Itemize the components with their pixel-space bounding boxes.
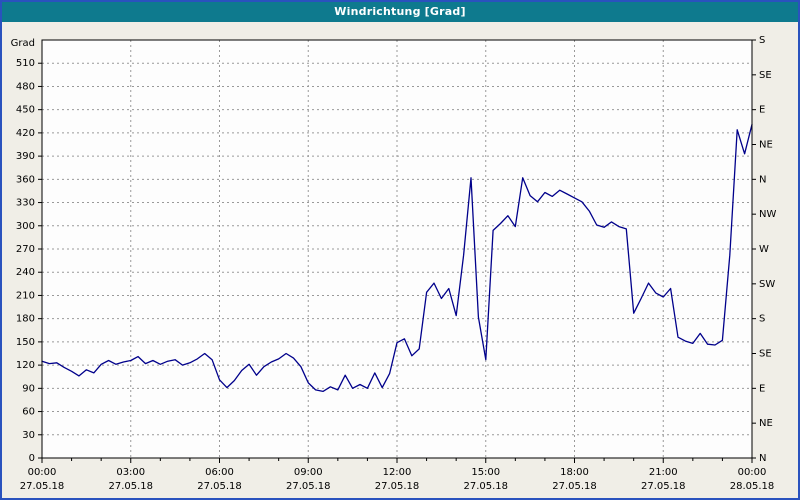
svg-text:360: 360 <box>16 174 35 185</box>
svg-text:330: 330 <box>16 198 35 209</box>
svg-text:28.05.18: 28.05.18 <box>730 481 775 492</box>
svg-text:27.05.18: 27.05.18 <box>552 481 597 492</box>
svg-text:90: 90 <box>22 383 35 394</box>
svg-text:27.05.18: 27.05.18 <box>463 481 508 492</box>
svg-text:27.05.18: 27.05.18 <box>108 481 153 492</box>
svg-text:09:00: 09:00 <box>294 467 323 478</box>
svg-text:480: 480 <box>16 81 35 92</box>
chart-area: 0 30 60 90 120 150 180 210 240 270 300 330 360 390 420… <box>2 22 798 498</box>
svg-text:510: 510 <box>16 58 35 69</box>
svg-text:NE: NE <box>759 418 773 429</box>
svg-text:03:00: 03:00 <box>116 467 145 478</box>
window-title: Windrichtung [Grad] <box>334 5 466 18</box>
svg-text:S: S <box>759 35 765 46</box>
svg-text:S: S <box>759 314 765 325</box>
svg-text:450: 450 <box>16 105 35 116</box>
svg-text:06:00: 06:00 <box>205 467 234 478</box>
svg-text:300: 300 <box>16 221 35 232</box>
svg-text:150: 150 <box>16 337 35 348</box>
svg-text:180: 180 <box>16 314 35 325</box>
svg-text:30: 30 <box>22 430 35 441</box>
svg-text:W: W <box>759 244 769 255</box>
svg-text:NE: NE <box>759 140 773 151</box>
svg-text:390: 390 <box>16 151 35 162</box>
svg-text:00:00: 00:00 <box>738 467 767 478</box>
svg-text:120: 120 <box>16 360 35 371</box>
svg-text:18:00: 18:00 <box>560 467 589 478</box>
svg-text:Grad: Grad <box>11 38 35 49</box>
svg-text:15:00: 15:00 <box>471 467 500 478</box>
svg-text:N: N <box>759 174 766 185</box>
svg-text:0: 0 <box>29 453 35 464</box>
wind-direction-line-chart: 0 30 60 90 120 150 180 210 240 270 300 330 360 390 420… <box>11 35 777 492</box>
svg-text:27.05.18: 27.05.18 <box>286 481 331 492</box>
window-titlebar: Windrichtung [Grad] <box>2 2 798 22</box>
svg-text:27.05.18: 27.05.18 <box>375 481 420 492</box>
svg-text:E: E <box>759 105 765 116</box>
svg-text:N: N <box>759 453 766 464</box>
svg-text:SE: SE <box>759 70 772 81</box>
svg-text:NW: NW <box>759 209 776 220</box>
svg-text:270: 270 <box>16 244 35 255</box>
svg-text:60: 60 <box>22 407 35 418</box>
svg-text:27.05.18: 27.05.18 <box>197 481 242 492</box>
svg-text:21:00: 21:00 <box>649 467 678 478</box>
svg-text:00:00: 00:00 <box>28 467 57 478</box>
svg-text:27.05.18: 27.05.18 <box>20 481 65 492</box>
svg-text:E: E <box>759 383 765 394</box>
svg-text:27.05.18: 27.05.18 <box>641 481 686 492</box>
svg-text:SW: SW <box>759 279 775 290</box>
svg-text:240: 240 <box>16 267 35 278</box>
svg-text:210: 210 <box>16 290 35 301</box>
svg-text:SE: SE <box>759 349 772 360</box>
svg-text:420: 420 <box>16 128 35 139</box>
svg-text:12:00: 12:00 <box>383 467 412 478</box>
